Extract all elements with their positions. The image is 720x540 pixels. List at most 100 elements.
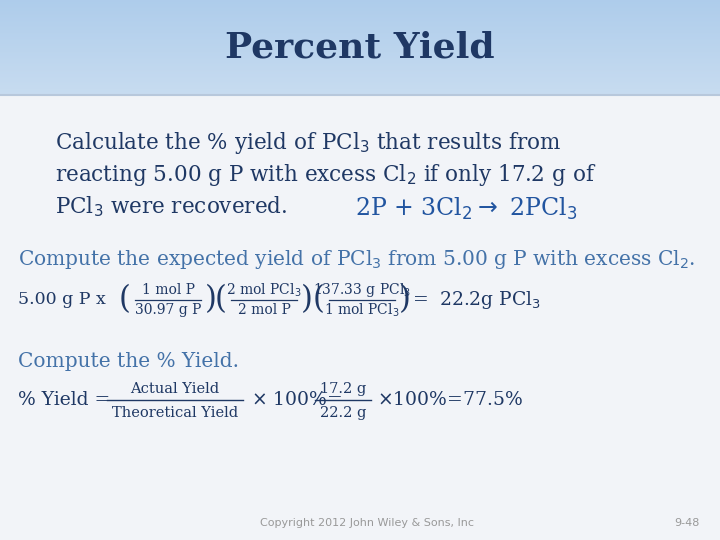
Bar [0, 85, 720, 86]
Text: ): ) [205, 285, 217, 315]
Bar [0, 80, 720, 82]
Bar [0, 65, 720, 66]
Text: Compute the expected yield of PCl$_3$ from 5.00 g P with excess Cl$_2$.: Compute the expected yield of PCl$_3$ fr… [18, 248, 696, 271]
Text: (: ( [119, 285, 131, 315]
Text: Calculate the % yield of PCl$_3$ that results from: Calculate the % yield of PCl$_3$ that re… [55, 130, 561, 156]
Text: PCl$_3$ were recovered.: PCl$_3$ were recovered. [55, 194, 287, 219]
Bar [0, 2, 720, 4]
Bar [0, 4, 720, 5]
Bar [0, 37, 720, 38]
Text: $\times$100%=77.5%: $\times$100%=77.5% [377, 391, 523, 409]
Bar [0, 18, 720, 19]
Text: (: ( [215, 285, 227, 315]
Bar [0, 19, 720, 20]
Bar [0, 44, 720, 45]
Bar [0, 10, 720, 11]
Bar [0, 38, 720, 39]
Bar [0, 5, 720, 6]
Bar [0, 20, 720, 21]
Bar [0, 69, 720, 70]
Text: (: ( [313, 285, 325, 315]
Bar [0, 15, 720, 17]
Bar [0, 76, 720, 77]
Text: Copyright 2012 John Wiley & Sons, Inc: Copyright 2012 John Wiley & Sons, Inc [260, 518, 474, 528]
Bar [0, 84, 720, 85]
Text: 1 mol P: 1 mol P [142, 283, 194, 297]
Bar [0, 51, 720, 52]
Bar [0, 57, 720, 58]
Bar [0, 89, 720, 90]
Bar [0, 30, 720, 31]
Bar [0, 31, 720, 32]
Bar [0, 64, 720, 65]
Bar [0, 63, 720, 64]
Text: 1 mol PCl$_3$: 1 mol PCl$_3$ [324, 301, 400, 319]
Bar [0, 71, 720, 72]
Bar [0, 24, 720, 25]
Bar [0, 40, 720, 42]
Bar [0, 8, 720, 10]
Bar [0, 62, 720, 63]
Bar [0, 6, 720, 7]
Text: % Yield =: % Yield = [18, 391, 110, 409]
Bar [0, 34, 720, 36]
Bar [0, 75, 720, 76]
Bar [0, 52, 720, 53]
Text: Compute the % Yield.: Compute the % Yield. [18, 352, 239, 371]
Bar [0, 58, 720, 59]
Text: 2P + 3Cl$_2$$\rightarrow$ 2PCl$_3$: 2P + 3Cl$_2$$\rightarrow$ 2PCl$_3$ [355, 196, 577, 222]
Text: reacting 5.00 g P with excess Cl$_2$ if only 17.2 g of: reacting 5.00 g P with excess Cl$_2$ if … [55, 162, 596, 188]
Bar [0, 33, 720, 34]
Bar [0, 27, 720, 28]
Bar [0, 11, 720, 12]
Bar [0, 26, 720, 27]
Bar [0, 91, 720, 92]
Bar [0, 68, 720, 69]
Bar [0, 83, 720, 84]
Bar [0, 79, 720, 80]
Bar [0, 50, 720, 51]
Bar [0, 25, 720, 26]
Bar [0, 23, 720, 24]
Bar [0, 32, 720, 33]
Bar [0, 39, 720, 40]
Bar [0, 78, 720, 79]
Bar [0, 14, 720, 15]
Text: 2 mol P: 2 mol P [238, 303, 290, 317]
Bar [0, 66, 720, 68]
Text: Theoretical Yield: Theoretical Yield [112, 406, 238, 420]
Text: 22.2 g: 22.2 g [320, 406, 366, 420]
Text: =  22.2g PCl$_3$: = 22.2g PCl$_3$ [412, 289, 541, 311]
Bar [0, 59, 720, 60]
Bar [0, 36, 720, 37]
Bar [0, 28, 720, 30]
Bar [0, 55, 720, 56]
Bar [0, 82, 720, 83]
Bar [0, 0, 720, 1]
Text: Actual Yield: Actual Yield [130, 382, 220, 396]
Text: ): ) [399, 285, 411, 315]
Bar [0, 94, 720, 540]
Text: 30.97 g P: 30.97 g P [135, 303, 201, 317]
Bar [0, 60, 720, 62]
Text: ): ) [301, 285, 313, 315]
Bar [0, 7, 720, 8]
Bar [0, 70, 720, 71]
Bar [0, 53, 720, 55]
Bar [0, 73, 720, 75]
Text: 9-48: 9-48 [675, 518, 700, 528]
Bar [0, 13, 720, 14]
Bar [0, 43, 720, 44]
Text: 17.2 g: 17.2 g [320, 382, 366, 396]
Bar [0, 46, 720, 47]
Text: 137.33 g PCl$_3$: 137.33 g PCl$_3$ [313, 281, 411, 299]
Bar [0, 86, 720, 87]
Bar [0, 92, 720, 93]
Bar [0, 45, 720, 46]
Bar [0, 87, 720, 89]
Text: 2 mol PCl$_3$: 2 mol PCl$_3$ [226, 281, 302, 299]
Bar [0, 77, 720, 78]
Bar [0, 1, 720, 2]
Bar [0, 90, 720, 91]
Bar [0, 49, 720, 50]
